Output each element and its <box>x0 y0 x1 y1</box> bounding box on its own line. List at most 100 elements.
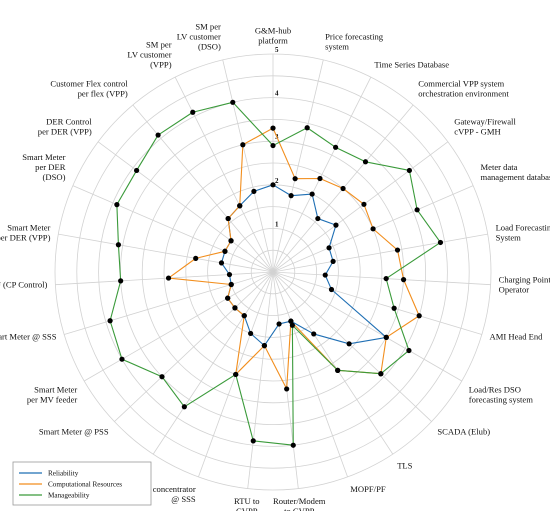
data-point <box>181 404 187 410</box>
data-point <box>270 142 276 149</box>
data-point <box>437 239 444 246</box>
axis-label-g-m-hub-platform: G&M-hub platform <box>255 26 291 46</box>
data-point <box>330 258 336 264</box>
data-point <box>251 188 257 194</box>
axis-label-price-forecasting-system: Price forecasting system <box>325 32 384 52</box>
data-point <box>406 167 412 174</box>
axis-label-sm-per-lv-customer-dso: SM per LV customer (DSO) <box>177 22 221 52</box>
data-point <box>361 201 367 207</box>
axis-label-router-modem-to-cvpp: Router/Modem to CVPP <box>273 496 326 511</box>
data-point <box>159 374 165 380</box>
data-point <box>248 330 254 337</box>
data-point <box>335 367 341 373</box>
grid-spoke <box>174 77 274 273</box>
axis-label-smart-meter-per-der-vpp: Smart Meter per DER (VPP) <box>0 222 51 242</box>
data-point <box>317 175 323 182</box>
data-point <box>309 191 315 197</box>
data-point <box>414 207 420 213</box>
data-point <box>240 142 246 148</box>
data-point <box>383 334 389 340</box>
legend-label-reliability: Reliability <box>48 470 79 478</box>
data-point <box>226 271 233 278</box>
tick-label: 5 <box>275 46 279 54</box>
tick-label: 4 <box>275 90 279 98</box>
axis-label-gateway-firewall-cvpp-gmh: Gateway/Firewall cVPP - GMH <box>454 117 516 137</box>
grid-spoke <box>272 77 372 273</box>
data-point <box>378 371 384 377</box>
data-point <box>261 343 267 349</box>
grid-spoke <box>247 271 274 489</box>
grid-spoke <box>272 271 432 422</box>
legend-label-manageability: Manageability <box>48 492 90 500</box>
data-point <box>270 182 276 188</box>
data-point <box>383 275 389 282</box>
grid-spoke <box>272 271 462 382</box>
axis-label-rtu-cp-control: RTU (CP Control) <box>0 280 48 290</box>
data-point <box>394 247 401 253</box>
legend: Reliability Computational Resources Mana… <box>12 461 152 506</box>
data-point <box>190 109 196 115</box>
data-point <box>288 318 294 324</box>
data-point <box>270 125 276 131</box>
grid-spoke <box>272 271 348 477</box>
data-point <box>225 295 231 301</box>
data-point <box>370 226 376 232</box>
data-point <box>118 278 124 284</box>
data-point <box>237 203 243 209</box>
grid-spoke <box>272 271 482 335</box>
data-point <box>322 272 328 278</box>
data-point <box>228 281 234 288</box>
grid-spoke <box>55 271 274 286</box>
grid-spoke <box>272 271 491 286</box>
axis-label-scada-elub: SCADA (Elub) <box>437 427 490 437</box>
grid-spoke <box>272 59 324 273</box>
data-point <box>228 238 234 244</box>
data-point <box>241 313 247 319</box>
data-point <box>288 193 294 199</box>
grid-spoke <box>84 271 274 382</box>
data-point <box>276 321 282 327</box>
grid-spoke <box>114 271 274 422</box>
axis-label-smart-meter-sss: Smart Meter @ SSS <box>0 331 57 341</box>
data-point <box>311 331 317 337</box>
axis-label-meter-data-management-database: Meter data management database <box>481 162 550 182</box>
data-point <box>391 305 397 311</box>
data-point <box>290 442 296 448</box>
axis-label-time-series-database: Time Series Database <box>374 60 449 70</box>
axis-label-smart-meter-per-mv-feeder: Smart Meter per MV feeder <box>27 385 78 405</box>
data-point <box>218 260 225 266</box>
data-point <box>304 125 310 131</box>
axis-label-mopf-pf: MOPF/PF <box>350 484 386 494</box>
data-point <box>289 322 295 328</box>
data-point <box>406 347 412 354</box>
grid-spoke <box>222 59 274 273</box>
axis-label-charging-point-operator: Charging Point Operator <box>499 275 550 295</box>
data-point <box>134 167 140 174</box>
data-point <box>362 159 369 165</box>
grid-spoke <box>64 271 274 335</box>
axis-labels: G&M-hub platform Price forecasting system Ti… <box>0 22 550 511</box>
data-point <box>326 245 332 251</box>
series-line-manageability <box>109 101 442 446</box>
axis-label-load-forecasting-system: Load Forecasting System <box>496 222 550 242</box>
data-point <box>333 144 339 150</box>
tick-label: 2 <box>275 177 279 185</box>
data-point <box>155 132 161 138</box>
data-point <box>416 313 422 319</box>
data-point <box>333 222 339 228</box>
grid-spoke <box>272 271 394 455</box>
series-manageability <box>107 99 444 448</box>
grid-spoke <box>132 104 274 273</box>
data-point <box>328 286 335 293</box>
data-point <box>346 341 352 347</box>
grid-spoke <box>152 271 274 455</box>
data-point <box>165 275 172 281</box>
data-point <box>107 318 113 324</box>
data-point <box>193 255 199 261</box>
data-point <box>114 202 120 208</box>
axis-label-ami-head-end: AMI Head End <box>490 331 544 341</box>
data-point <box>284 386 290 392</box>
series-line-computational-resources <box>167 127 420 390</box>
legend-label-computational-resources: Computational Resources <box>48 481 122 489</box>
